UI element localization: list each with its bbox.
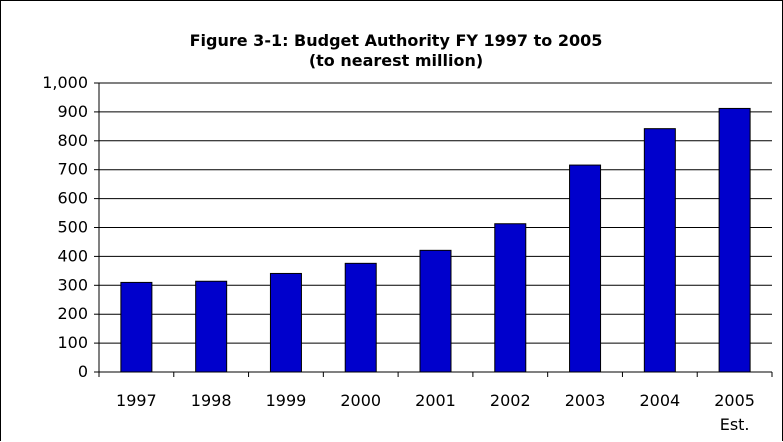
bar-1997 (120, 281, 153, 373)
x-tick-labels: 1997 1998 1999 2000 2001 2002 2003 2004 2005 Est. (116, 391, 755, 434)
x-tick-label-2000: 2000 (340, 391, 381, 410)
y-tick-label-10: 1,000 (42, 73, 88, 92)
bar-2002 (494, 223, 527, 373)
bar-2005 (718, 107, 751, 373)
bar-series (120, 107, 751, 373)
x-tick-label-1998: 1998 (191, 391, 232, 410)
x-tick-label-1997: 1997 (116, 391, 157, 410)
x-tick-label-2004: 2004 (639, 391, 680, 410)
y-tick-label-6: 600 (57, 189, 88, 208)
y-tick-label-5: 500 (57, 218, 88, 237)
bar-2000 (344, 262, 377, 373)
x-tick-label-2002: 2002 (490, 391, 531, 410)
bar-2004 (643, 128, 676, 373)
x-tick-sublabel-2005: Est. (720, 415, 750, 434)
x-tick-label-2005: 2005 (714, 391, 755, 410)
y-tick-label-0: 0 (78, 362, 88, 381)
y-tick-labels: 0 100 200 300 400 500 600 700 800 900 1,000 (42, 73, 88, 381)
x-tick-label-2003: 2003 (565, 391, 606, 410)
axes (94, 82, 773, 377)
y-tick-label-1: 100 (57, 333, 88, 352)
chart-title: Figure 3-1: Budget Authority FY 1997 to … (190, 31, 603, 50)
bar-1998 (195, 280, 228, 373)
bar-1999 (269, 272, 302, 373)
y-tick-label-8: 800 (57, 131, 88, 150)
chart-subtitle: (to nearest million) (309, 51, 483, 70)
y-tick-label-7: 700 (57, 160, 88, 179)
y-tick-label-4: 400 (57, 246, 88, 265)
y-tick-label-2: 200 (57, 304, 88, 323)
x-tick-label-1999: 1999 (266, 391, 307, 410)
x-tick-label-2001: 2001 (415, 391, 456, 410)
y-tick-label-9: 900 (57, 102, 88, 121)
bar-2001 (419, 249, 452, 373)
bar-2003 (569, 164, 602, 373)
y-tick-label-3: 300 (57, 275, 88, 294)
